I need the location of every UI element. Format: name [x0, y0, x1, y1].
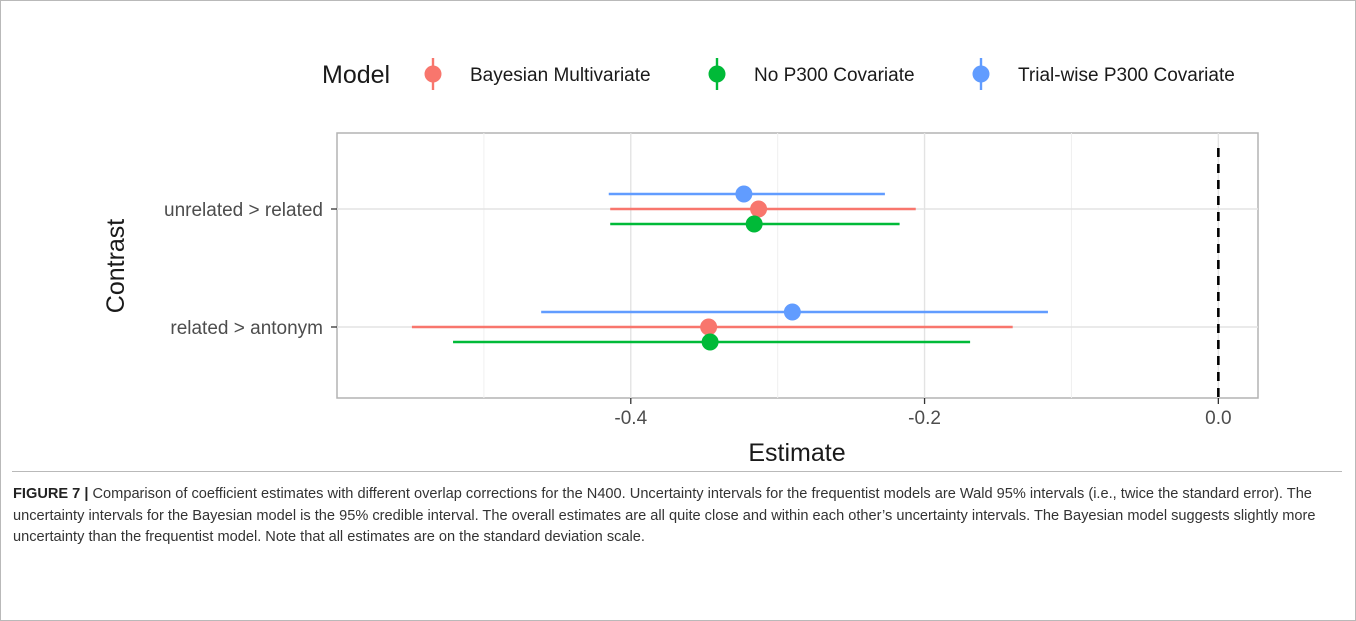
x-tick-label: 0.0	[1205, 408, 1231, 429]
estimate-point	[783, 303, 801, 321]
legend-title: Model	[322, 61, 390, 89]
legend-entry: No P300 Covariate	[708, 58, 915, 90]
plot-panel	[336, 132, 1259, 399]
estimate-point	[750, 200, 768, 218]
legend-entry: Bayesian Multivariate	[424, 58, 651, 90]
legend: Model Bayesian Multivariate No P300 Covar…	[322, 58, 1235, 90]
y-axis-title: Contrast	[102, 219, 130, 314]
x-axis-title: Estimate	[748, 439, 845, 467]
figure-caption: FIGURE 7 | Comparison of coefficient est…	[13, 484, 1338, 549]
legend-label: No P300 Covariate	[754, 65, 915, 86]
x-tick-label: -0.2	[908, 408, 941, 429]
legend-key-point	[424, 65, 442, 83]
y-tick-label: unrelated > related	[164, 200, 323, 221]
legend-label: Bayesian Multivariate	[470, 65, 651, 86]
estimate-point	[745, 215, 763, 233]
x-axis: -0.4 -0.2 0.0	[614, 398, 1232, 429]
legend-key-point	[972, 65, 990, 83]
y-axis: unrelated > related related > antonym	[164, 200, 337, 339]
legend-entry: Trial-wise P300 Covariate	[972, 58, 1235, 90]
estimate-point	[701, 333, 719, 351]
legend-label: Trial-wise P300 Covariate	[1018, 65, 1235, 86]
legend-key-point	[708, 65, 726, 83]
series-bayesian-multivariate	[411, 200, 1013, 336]
caption-text: Comparison of coefficient estimates with…	[13, 486, 1316, 545]
estimate-point	[700, 318, 718, 336]
estimate-point	[735, 185, 753, 203]
series-no-p300-covariate	[453, 215, 971, 351]
figure-label: FIGURE 7 |	[13, 486, 89, 502]
caption-divider	[12, 471, 1342, 472]
series-trial-wise-p300-covariate	[541, 185, 1048, 321]
chart: Model Bayesian Multivariate No P300 Covar…	[102, 58, 1259, 467]
x-tick-label: -0.4	[614, 408, 647, 429]
y-tick-label: related > antonym	[170, 318, 323, 339]
